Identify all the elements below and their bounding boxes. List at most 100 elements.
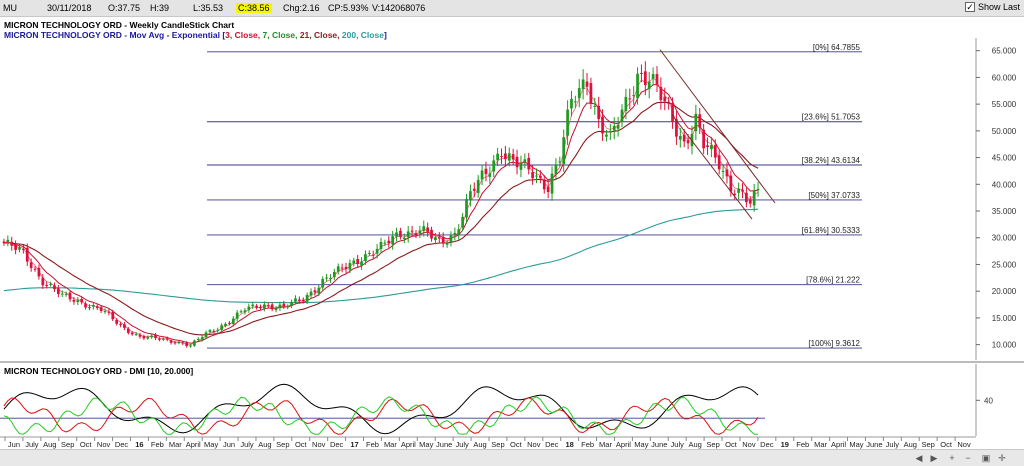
candlestick: [325, 273, 328, 282]
candlestick: [91, 302, 95, 310]
y-tick-label: 45.000: [992, 154, 1017, 163]
candlestick: [667, 96, 671, 110]
y-tick-label: 25.000: [992, 260, 1017, 269]
zoom-out-icon[interactable]: −: [965, 453, 971, 463]
candlestick: [733, 189, 737, 200]
candlestick: [88, 304, 91, 311]
candlestick: [200, 335, 204, 342]
candlestick: [18, 244, 21, 253]
candlestick: [301, 297, 305, 304]
candlestick: [507, 147, 511, 167]
candlestick: [204, 330, 208, 339]
candlestick: [251, 301, 255, 309]
candlestick: [566, 100, 569, 146]
x-tick-label: Jun: [8, 440, 20, 449]
candlestick: [329, 274, 332, 283]
candlestick: [624, 88, 628, 120]
candlestick: [247, 303, 251, 313]
candlestick: [702, 124, 705, 155]
candlestick: [41, 273, 45, 289]
candlestick: [177, 340, 181, 345]
candlestick: [445, 240, 449, 248]
candlestick: [255, 303, 258, 310]
crosshair-icon[interactable]: ✛: [998, 453, 1006, 463]
candlestick: [643, 61, 647, 96]
x-tick-label: 19: [781, 440, 789, 449]
candlestick: [60, 290, 64, 298]
x-tick-label: Aug: [473, 440, 486, 449]
x-tick-label: Mar: [169, 440, 182, 449]
x-tick-label: Nov: [742, 440, 756, 449]
time-axis: Jun July Aug Sep Oct Nov Dec 16 Feb Mar April May Ju…: [4, 437, 971, 449]
x-tick-label: July: [455, 440, 469, 449]
candlestick: [437, 232, 441, 244]
candlestick: [282, 300, 286, 309]
price-axis: 10.000 15.000 20.000 25.000 30.000 35.000 40.0…: [976, 47, 1017, 350]
chart-title: MICRON TECHNOLOGY ORD - Weekly CandleSti…: [4, 20, 234, 30]
candlestick: [286, 304, 290, 310]
x-tick-label: Aug: [258, 440, 271, 449]
show-last-checkbox[interactable]: ✓ Show Last: [964, 2, 1020, 12]
candlestick: [239, 309, 243, 314]
candlestick: [694, 104, 698, 141]
bar-date: 30/11/2018: [47, 3, 92, 13]
candlestick: [294, 295, 297, 305]
candlestick: [103, 308, 107, 314]
candlestick: [636, 67, 639, 105]
zoom-in-icon[interactable]: +: [949, 453, 955, 463]
x-tick-label: Jun: [223, 440, 235, 449]
x-tick-label: Feb: [151, 440, 164, 449]
candlestick: [130, 331, 134, 336]
x-tick-label: July: [886, 440, 900, 449]
candlestick: [154, 332, 157, 341]
candlesticks: [2, 61, 760, 348]
candlestick: [383, 239, 387, 247]
candlestick: [379, 237, 383, 254]
x-tick-label: Sep: [276, 440, 289, 449]
candlestick: [119, 321, 122, 328]
candlestick: [185, 341, 189, 348]
y-tick-label: 20.000: [992, 287, 1017, 296]
x-tick-label: Nov: [527, 440, 541, 449]
x-tick-label: April: [186, 440, 201, 449]
close-value: C:38.56: [236, 3, 272, 13]
candlestick: [500, 148, 503, 164]
candlestick: [99, 305, 103, 314]
candlestick: [504, 145, 507, 167]
candlestick: [193, 339, 196, 347]
candlestick: [196, 337, 200, 342]
candlestick: [671, 97, 674, 129]
candlestick: [682, 129, 686, 148]
low-value: L:35.53: [193, 3, 224, 13]
chart-canvas[interactable]: MICRON TECHNOLOGY ORD - Weekly CandleSti…: [0, 0, 1024, 449]
symbol-label: MU: [3, 3, 17, 13]
candlestick: [519, 155, 523, 178]
candlestick: [10, 236, 14, 251]
scroll-toolbar: ◀ ▶ + − ▣ ✛: [0, 449, 1024, 466]
fit-chart-icon[interactable]: ▣: [981, 453, 991, 463]
candlestick: [84, 301, 87, 310]
candlestick: [231, 316, 235, 327]
candlestick: [107, 309, 111, 316]
x-tick-label: Sep: [922, 440, 935, 449]
candlestick: [49, 281, 52, 287]
candlestick: [422, 220, 426, 237]
scroll-right-icon[interactable]: ▶: [930, 453, 938, 463]
candlestick: [496, 147, 499, 166]
candlestick: [675, 110, 678, 145]
candlestick: [305, 292, 309, 305]
candlestick: [165, 336, 169, 342]
candlestick: [640, 64, 643, 83]
candlestick: [601, 109, 604, 141]
candlestick: [340, 263, 344, 273]
scroll-left-icon[interactable]: ◀: [915, 453, 923, 463]
x-tick-label: Dec: [760, 440, 774, 449]
candlestick: [321, 276, 325, 291]
candlestick: [115, 318, 119, 326]
candlestick: [717, 150, 721, 175]
fib-level-label: [78.6%] 21.222: [806, 276, 860, 285]
candlestick: [651, 67, 655, 86]
candlestick: [426, 222, 430, 237]
candlestick: [616, 116, 620, 137]
candlestick: [126, 327, 130, 335]
